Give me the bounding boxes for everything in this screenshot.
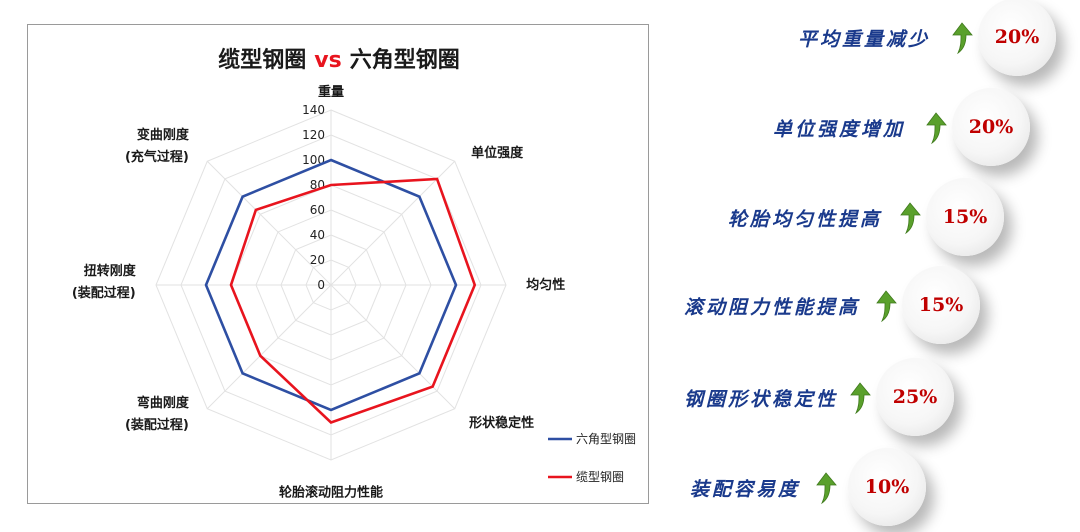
tick-label: 140 (302, 103, 325, 117)
stat-value-badge: 25% (876, 358, 954, 436)
stat-row: 轮胎均匀性提高 15% (0, 178, 1080, 256)
stat-label: 轮胎均匀性提高 (727, 208, 882, 231)
up-arrow-icon (848, 381, 872, 415)
axis-label: 形状稳定性 (469, 415, 534, 431)
stat-value: 20% (994, 26, 1040, 48)
stat-value-badge: 15% (926, 178, 1004, 256)
tick-label: 60 (310, 203, 325, 217)
axis-label: 变曲刚度(充气过程) (125, 127, 190, 165)
stat-label: 单位强度增加 (772, 118, 905, 141)
up-arrow-icon (924, 111, 948, 145)
stat-row: 钢圈形状稳定性 25% (0, 358, 1080, 436)
radar-chart-panel: 缆型钢圈 vs 六角型钢圈 0 20 40 60 80 100 120 140 重量 单位强度 均匀性… (27, 24, 649, 504)
series-line (229, 177, 477, 424)
grid-spoke (206, 284, 332, 410)
legend-label: 六角型钢圈 (576, 432, 636, 446)
up-arrow-icon (874, 289, 898, 323)
grid-spoke (330, 284, 456, 410)
stat-label: 滚动阻力性能提高 (683, 296, 860, 319)
chart-title-vs: vs (314, 48, 341, 73)
stat-value: 20% (968, 116, 1014, 138)
axis-label: 均匀性 (526, 277, 565, 293)
stat-row: 装配容易度 10% (0, 448, 1080, 526)
stat-label: 平均重量减少 (797, 28, 930, 51)
stat-label: 装配容易度 (689, 478, 800, 501)
stat-value-badge: 10% (848, 448, 926, 526)
tick-label: 0 (317, 278, 325, 292)
chart-title-part2: 六角型钢圈 (350, 47, 460, 73)
stat-value: 15% (942, 206, 988, 228)
axis-label: 重量 (318, 84, 344, 100)
axis-label: 扭转刚度(装配过程) (72, 263, 137, 301)
axis-label: 轮胎滚动阻力性能 (279, 484, 383, 500)
up-arrow-icon (814, 471, 838, 505)
radar-series (204, 158, 477, 424)
series-line (204, 158, 458, 412)
stat-value: 10% (864, 476, 910, 498)
chart-title-part1: 缆型钢圈 (218, 47, 306, 73)
tick-label: 20 (310, 253, 325, 267)
stat-value-badge: 20% (952, 88, 1030, 166)
axis-label: 弯曲刚度(装配过程) (125, 395, 190, 433)
up-arrow-icon (950, 21, 974, 55)
up-arrow-icon (898, 201, 922, 235)
chart-title: 缆型钢圈 vs 六角型钢圈 (218, 47, 459, 73)
stat-value-badge: 15% (902, 266, 980, 344)
tick-label: 120 (302, 128, 325, 142)
grid-spoke (206, 160, 332, 286)
tick-label: 40 (310, 228, 325, 242)
stat-value-badge: 20% (978, 0, 1056, 76)
stat-value: 15% (918, 294, 964, 316)
grid-spoke (330, 160, 456, 286)
stat-value: 25% (892, 386, 938, 408)
stat-row: 平均重量减少 20% (0, 0, 1080, 76)
stat-row: 滚动阻力性能提高 15% (0, 266, 1080, 344)
axis-label: 单位强度 (471, 145, 524, 161)
stat-row: 单位强度增加 20% (0, 88, 1080, 166)
legend-label: 缆型钢圈 (576, 470, 624, 484)
stat-label: 钢圈形状稳定性 (683, 388, 838, 411)
